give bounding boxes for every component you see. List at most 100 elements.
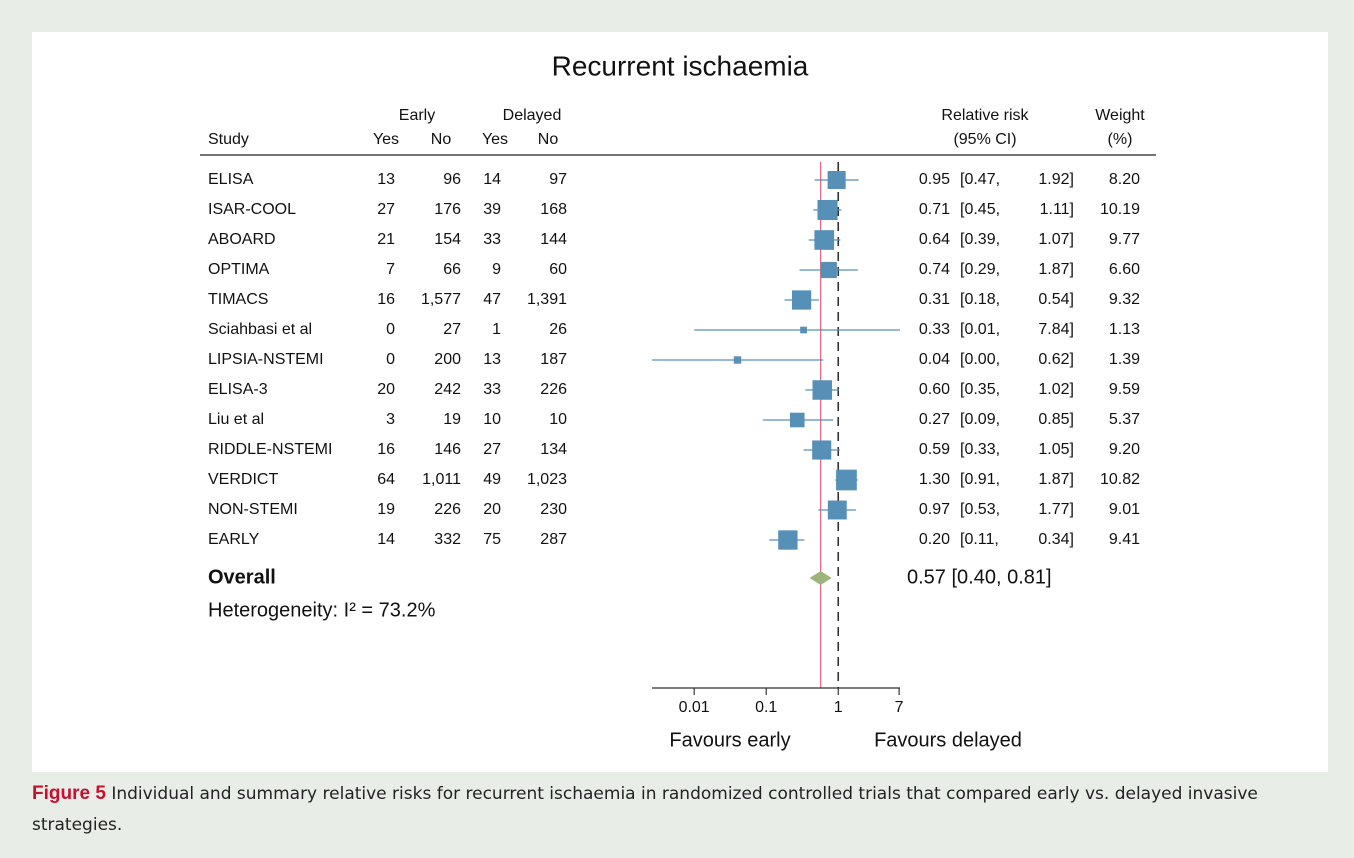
ci-upper: 1.11]: [1040, 201, 1074, 218]
delayed-yes: 49: [483, 471, 501, 488]
header-early: Early: [399, 107, 435, 124]
overall-name: Overall: [208, 566, 276, 588]
early-yes: 13: [377, 171, 395, 188]
early-no: 66: [443, 261, 461, 278]
header-no: No: [431, 131, 452, 148]
weight-value: 9.20: [1109, 441, 1140, 458]
early-no: 1,577: [421, 291, 461, 308]
rr-value: 0.74: [919, 261, 950, 278]
chart-title: Recurrent ischaemia: [552, 50, 809, 81]
rr-value: 1.30: [919, 471, 950, 488]
study-name: EARLY: [208, 531, 260, 548]
ci-lower: [0.91,: [960, 471, 1000, 488]
early-no: 96: [443, 171, 461, 188]
header-delayed: Delayed: [503, 107, 562, 124]
estimate-box: [820, 261, 837, 279]
delayed-yes: 33: [483, 381, 501, 398]
delayed-no: 10: [549, 411, 567, 428]
ci-upper: 1.92]: [1038, 171, 1074, 188]
early-yes: 19: [377, 501, 395, 518]
delayed-no: 97: [549, 171, 567, 188]
delayed-yes: 13: [483, 351, 501, 368]
delayed-yes: 33: [483, 231, 501, 248]
ci-upper: 1.87]: [1038, 471, 1074, 488]
ci-lower: [0.53,: [960, 501, 1000, 518]
ci-lower: [0.39,: [960, 231, 1000, 248]
ci-upper: 1.02]: [1038, 381, 1074, 398]
rr-value: 0.71: [919, 201, 950, 218]
study-name: RIDDLE-NSTEMI: [208, 441, 332, 458]
estimate-box: [827, 170, 846, 190]
x-tick-label: 0.01: [679, 699, 710, 716]
weight-value: 9.77: [1109, 231, 1140, 248]
ci-upper: 7.84]: [1038, 321, 1074, 338]
ci-upper: 0.54]: [1038, 291, 1074, 308]
header-yes: Yes: [373, 131, 399, 148]
delayed-no: 187: [540, 351, 567, 368]
rr-value: 0.27: [919, 411, 950, 428]
figure-label: Figure 5: [32, 783, 106, 804]
estimate-box: [778, 530, 798, 550]
delayed-yes: 47: [483, 291, 501, 308]
heterogeneity: Heterogeneity: I² = 73.2%: [208, 599, 436, 621]
estimate-box: [817, 199, 838, 221]
ci-lower: [0.09,: [960, 411, 1000, 428]
ci-lower: [0.33,: [960, 441, 1000, 458]
ci-lower: [0.45,: [960, 201, 1000, 218]
estimate-box: [733, 356, 742, 364]
delayed-yes: 39: [483, 201, 501, 218]
rr-value: 0.64: [919, 231, 950, 248]
weight-value: 9.01: [1109, 501, 1140, 518]
study-name: ELISA: [208, 171, 254, 188]
weight-value: 1.39: [1109, 351, 1140, 368]
x-label-left: Favours early: [669, 729, 790, 751]
weight-value: 10.19: [1100, 201, 1140, 218]
weight-value: 8.20: [1109, 171, 1140, 188]
ci-upper: 1.07]: [1038, 231, 1074, 248]
ci-lower: [0.35,: [960, 381, 1000, 398]
header-no: No: [538, 131, 559, 148]
delayed-no: 26: [549, 321, 567, 338]
weight-value: 9.59: [1109, 381, 1140, 398]
chart: Recurrent ischaemia Early Delayed Study Yes…: [32, 32, 1328, 772]
delayed-yes: 9: [492, 261, 501, 278]
estimate-box: [812, 440, 832, 460]
study-name: ISAR-COOL: [208, 201, 296, 218]
delayed-no: 230: [540, 501, 567, 518]
delayed-no: 134: [540, 441, 567, 458]
rr-value: 0.20: [919, 531, 950, 548]
header-rr: Relative risk: [941, 107, 1029, 124]
early-yes: 27: [377, 201, 395, 218]
early-yes: 20: [377, 381, 395, 398]
header-yes: Yes: [482, 131, 508, 148]
early-no: 1,011: [422, 471, 461, 488]
estimate-box: [812, 380, 833, 400]
weight-value: 10.82: [1100, 471, 1140, 488]
delayed-yes: 1: [492, 321, 501, 338]
estimate-box: [814, 230, 835, 250]
ci-lower: [0.01,: [960, 321, 1000, 338]
ci-upper: 1.77]: [1038, 501, 1074, 518]
early-no: 19: [443, 411, 461, 428]
delayed-no: 1,023: [527, 471, 567, 488]
caption-text: Individual and summary relative risks fo…: [32, 784, 1258, 835]
early-no: 176: [434, 201, 461, 218]
early-yes: 16: [377, 291, 395, 308]
ci-upper: 1.87]: [1038, 261, 1074, 278]
estimate-box: [800, 326, 807, 334]
ci-lower: [0.18,: [960, 291, 1000, 308]
rr-value: 0.31: [919, 291, 950, 308]
overall-label: 0.57 [0.40, 0.81]: [907, 566, 1052, 588]
early-no: 200: [434, 351, 461, 368]
ci-upper: 0.85]: [1038, 411, 1074, 428]
delayed-yes: 10: [483, 411, 501, 428]
early-no: 27: [443, 321, 461, 338]
delayed-yes: 20: [483, 501, 501, 518]
ci-upper: 0.62]: [1038, 351, 1074, 368]
weight-value: 5.37: [1109, 411, 1140, 428]
rr-value: 0.33: [919, 321, 950, 338]
header-study: Study: [208, 131, 249, 148]
header-weight: Weight: [1095, 107, 1145, 124]
study-name: LIPSIA-NSTEMI: [208, 351, 324, 368]
